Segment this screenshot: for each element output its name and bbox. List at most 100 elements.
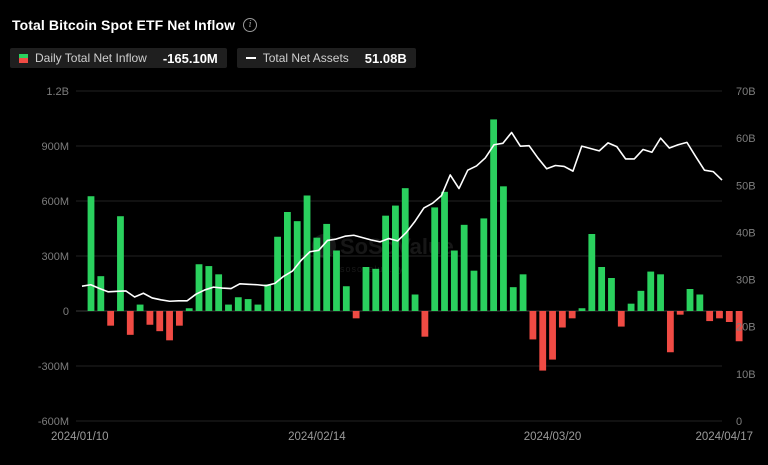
inflow-bar[interactable]: [529, 311, 537, 340]
inflow-bar[interactable]: [185, 308, 193, 311]
right-tick-label: 30B: [736, 275, 756, 287]
inflow-bar[interactable]: [136, 304, 144, 311]
inflow-bar[interactable]: [558, 311, 566, 328]
legend-label-daily-inflow: Daily Total Net Inflow: [35, 51, 147, 65]
chart-header: Total Bitcoin Spot ETF Net Inflow i: [12, 14, 258, 36]
inflow-bar[interactable]: [303, 195, 311, 312]
inflow-bar[interactable]: [598, 267, 606, 311]
inflow-bar[interactable]: [686, 289, 694, 311]
inflow-bar[interactable]: [284, 212, 291, 311]
legend-label-net-assets: Total Net Assets: [262, 51, 349, 65]
inflow-bar[interactable]: [470, 270, 478, 311]
line-swatch-icon: [245, 57, 256, 59]
inflow-bar[interactable]: [117, 216, 124, 311]
left-tick-label: 300M: [41, 251, 69, 263]
inflow-bar[interactable]: [500, 186, 507, 311]
inflow-bar[interactable]: [735, 311, 743, 342]
inflow-bar[interactable]: [146, 311, 154, 325]
inflow-bar[interactable]: [657, 274, 664, 311]
left-tick-label: 1.2B: [46, 86, 69, 98]
inflow-bar[interactable]: [490, 119, 498, 311]
inflow-bar[interactable]: [107, 311, 115, 326]
inflow-bar[interactable]: [588, 234, 596, 311]
inflow-bar[interactable]: [519, 274, 527, 311]
inflow-bar[interactable]: [608, 278, 615, 311]
legend-value-daily-inflow: -165.10M: [162, 50, 218, 66]
inflow-bar[interactable]: [264, 284, 272, 311]
inflow-bar[interactable]: [431, 207, 439, 311]
x-tick-label: 2024/03/20: [524, 431, 582, 443]
inflow-bar[interactable]: [676, 311, 684, 315]
right-tick-label: 70B: [736, 86, 756, 98]
inflow-bar[interactable]: [274, 236, 281, 311]
inflow-swatch-icon: [19, 53, 28, 63]
inflow-bar[interactable]: [716, 311, 723, 319]
inflow-bar[interactable]: [578, 308, 586, 311]
x-axis: 2024/01/10 2024/02/14 2024/03/20 2024/04/17: [51, 431, 753, 443]
legend-value-net-assets: 51.08B: [364, 50, 407, 66]
inflow-bar[interactable]: [637, 290, 645, 311]
inflow-bar[interactable]: [87, 196, 95, 311]
inflow-bar[interactable]: [706, 311, 714, 322]
right-tick-label: 10B: [736, 369, 756, 381]
inflow-bar[interactable]: [215, 274, 223, 311]
inflow-bar[interactable]: [460, 224, 468, 311]
inflow-bar[interactable]: [372, 268, 380, 311]
right-tick-label: 60B: [736, 133, 756, 145]
inflow-bar[interactable]: [647, 271, 655, 311]
inflow-bar[interactable]: [244, 299, 252, 311]
inflow-bar[interactable]: [627, 303, 635, 311]
inflow-bar[interactable]: [352, 311, 360, 319]
left-axis: 1.2B 900M 600M 300M 0 -300M -600M: [38, 86, 69, 428]
inflow-bar[interactable]: [195, 264, 203, 311]
inflow-bar[interactable]: [342, 286, 350, 311]
net-assets-line-group: [81, 131, 723, 303]
inflow-bar[interactable]: [156, 311, 164, 332]
inflow-bar[interactable]: [362, 267, 370, 311]
inflow-bar[interactable]: [234, 297, 242, 311]
inflow-bar[interactable]: [696, 294, 704, 312]
inflow-bar[interactable]: [401, 188, 409, 311]
inflow-bar[interactable]: [175, 311, 183, 326]
chart-title: Total Bitcoin Spot ETF Net Inflow: [12, 17, 236, 33]
inflow-bar[interactable]: [126, 311, 134, 335]
x-tick-label: 2024/02/14: [288, 431, 346, 443]
inflow-bar[interactable]: [666, 311, 674, 353]
inflow-bar[interactable]: [97, 276, 105, 311]
inflow-bar[interactable]: [392, 205, 399, 311]
inflow-bar[interactable]: [441, 191, 448, 311]
x-tick-label: 2024/01/10: [51, 431, 109, 443]
legend-item-daily-inflow[interactable]: Daily Total Net Inflow -165.10M: [10, 48, 227, 68]
inflow-bar[interactable]: [480, 218, 488, 311]
inflow-bar[interactable]: [313, 237, 321, 311]
inflow-bar[interactable]: [411, 294, 419, 312]
left-tick-label: -300M: [38, 361, 69, 373]
inflow-bar[interactable]: [617, 311, 625, 327]
legend: Daily Total Net Inflow -165.10M Total Ne…: [10, 48, 416, 68]
inflow-bar[interactable]: [166, 311, 173, 341]
inflow-bar[interactable]: [382, 215, 389, 311]
inflow-bar[interactable]: [549, 311, 556, 360]
right-tick-label: 20B: [736, 322, 756, 334]
inflow-bar[interactable]: [323, 223, 331, 311]
net-assets-line[interactable]: [81, 131, 723, 303]
inflow-bar[interactable]: [450, 250, 458, 312]
right-axis: 70B 60B 50B 40B 30B 20B 10B 0: [736, 86, 756, 428]
inflow-bar[interactable]: [725, 311, 733, 322]
inflow-bar[interactable]: [509, 287, 517, 311]
inflow-bar[interactable]: [568, 311, 576, 319]
right-tick-label: 50B: [736, 180, 756, 192]
left-tick-label: 900M: [41, 141, 69, 153]
inflow-bar[interactable]: [333, 250, 340, 312]
inflow-bar[interactable]: [539, 311, 547, 371]
left-tick-label: 600M: [41, 196, 69, 208]
info-icon[interactable]: i: [243, 18, 258, 32]
x-tick-label: 2024/04/17: [695, 431, 753, 443]
left-tick-label: -600M: [38, 416, 69, 428]
legend-item-net-assets[interactable]: Total Net Assets 51.08B: [236, 48, 416, 68]
inflow-bar[interactable]: [421, 311, 429, 337]
inflow-bar[interactable]: [254, 304, 262, 311]
left-tick-label: 0: [63, 306, 69, 318]
inflow-bar[interactable]: [225, 304, 232, 311]
